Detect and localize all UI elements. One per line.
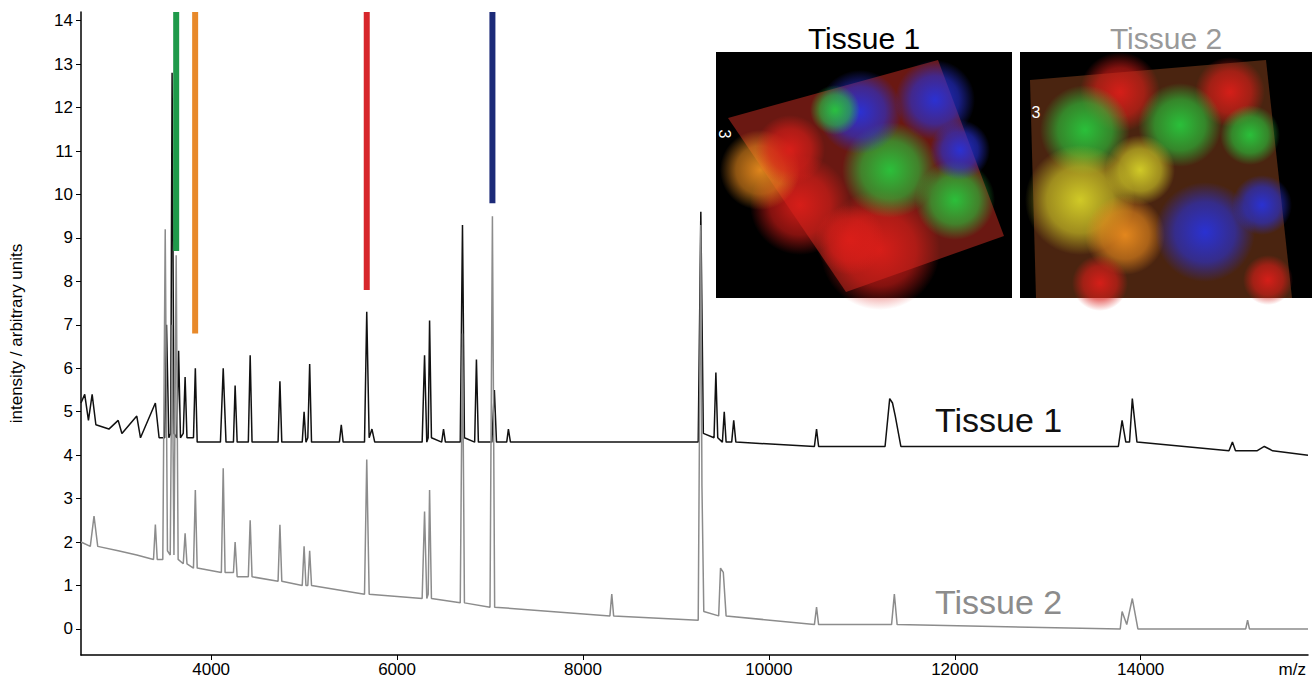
- svg-text:2: 2: [64, 533, 73, 552]
- svg-text:0: 0: [64, 619, 73, 638]
- svg-text:6: 6: [64, 359, 73, 378]
- svg-text:10: 10: [54, 185, 73, 204]
- svg-text:14: 14: [54, 11, 73, 30]
- svg-text:12: 12: [54, 98, 73, 117]
- svg-text:3: 3: [1032, 104, 1041, 121]
- svg-text:9: 9: [64, 228, 73, 247]
- svg-text:12000: 12000: [931, 660, 978, 679]
- svg-text:5: 5: [64, 402, 73, 421]
- svg-text:3: 3: [716, 130, 733, 139]
- svg-text:8000: 8000: [564, 660, 602, 679]
- svg-text:m/z: m/z: [1279, 660, 1306, 679]
- svg-text:10000: 10000: [745, 660, 792, 679]
- svg-text:Tissue 2: Tissue 2: [935, 583, 1062, 621]
- svg-text:4: 4: [64, 446, 73, 465]
- svg-text:1: 1: [64, 576, 73, 595]
- svg-text:13: 13: [54, 55, 73, 74]
- svg-text:4000: 4000: [192, 660, 230, 679]
- svg-text:6000: 6000: [378, 660, 416, 679]
- svg-text:7: 7: [64, 315, 73, 334]
- svg-text:8: 8: [64, 272, 73, 291]
- svg-text:intensity / arbitrary units: intensity / arbitrary units: [7, 244, 26, 424]
- svg-text:3: 3: [64, 489, 73, 508]
- svg-text:Tissue 1: Tissue 1: [808, 22, 920, 55]
- svg-text:14000: 14000: [1117, 660, 1164, 679]
- svg-text:11: 11: [55, 142, 73, 161]
- svg-text:Tissue 1: Tissue 1: [935, 401, 1062, 439]
- svg-text:Tissue 2: Tissue 2: [1110, 22, 1222, 55]
